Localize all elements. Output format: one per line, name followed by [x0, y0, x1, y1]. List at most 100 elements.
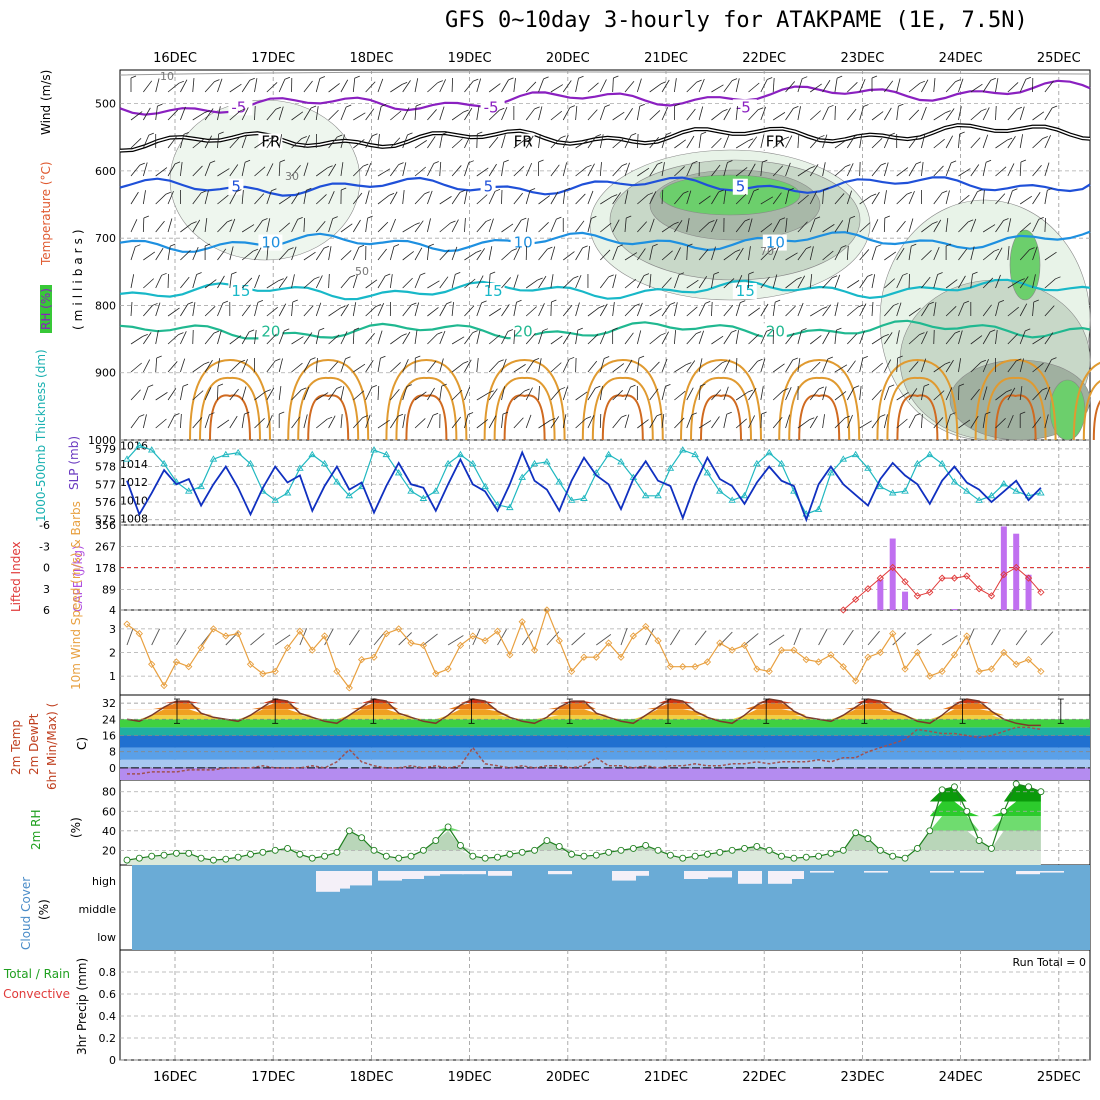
date-label-bottom: 19DEC	[448, 1070, 492, 1085]
wind-barb	[698, 276, 708, 289]
wind-barb-flag	[845, 164, 851, 168]
wind-barb	[550, 191, 559, 205]
wind-barb-flag	[244, 159, 251, 163]
wind-barb	[797, 78, 803, 93]
wind-barb-flag	[196, 272, 202, 275]
wind-barb	[291, 362, 303, 373]
slp-point	[888, 489, 897, 496]
wind-barb	[982, 277, 994, 289]
wind-barb	[1032, 192, 1041, 205]
slp-point	[1037, 489, 1045, 496]
wind-barb	[180, 331, 187, 345]
wind-barb	[217, 330, 222, 345]
wind-barb	[402, 224, 415, 233]
wind-barb	[686, 163, 693, 177]
wind-barb-flag	[954, 330, 961, 334]
wind-barb-flag	[381, 103, 387, 107]
wind-barb-flag	[853, 385, 860, 389]
wind-barb	[847, 306, 859, 317]
boundary-layer-contour	[209, 394, 251, 441]
wind-barb	[439, 106, 445, 121]
wind-barb-flag	[818, 386, 825, 390]
wind-barb	[785, 305, 796, 317]
wind-tick: 1	[109, 670, 116, 683]
wind-barb	[390, 362, 401, 373]
wind-barb	[402, 331, 411, 345]
wind-barb-flag	[1019, 278, 1025, 281]
wind-barb	[834, 274, 841, 289]
wind-barb	[414, 418, 426, 429]
rh-fill	[127, 816, 1041, 831]
wind-barb	[254, 247, 262, 261]
ylabel-cape: CAPE (J/kg)	[71, 545, 85, 612]
wind-barb	[217, 78, 223, 93]
wind-barb	[204, 218, 208, 233]
wind-barb-flag	[831, 275, 838, 279]
wind-barb	[451, 192, 461, 205]
wind-barb	[155, 330, 159, 345]
wind-barb	[538, 248, 548, 261]
wind-barb	[377, 221, 389, 233]
wind-barb	[624, 190, 629, 205]
wind-barb	[167, 334, 179, 345]
isotherm-label-bg	[510, 234, 535, 251]
wind-barb	[884, 107, 892, 121]
rh-point	[876, 846, 884, 854]
wind-barb-flag	[761, 411, 767, 415]
wind-barb	[834, 364, 848, 373]
wind-barb	[180, 358, 186, 373]
wind-barb-10m	[398, 632, 412, 646]
wind-barb-flag	[678, 272, 685, 276]
boundary-layer-contour	[700, 394, 742, 441]
cape-bar	[902, 591, 909, 610]
wind-barb	[649, 191, 657, 205]
wind-barb	[982, 107, 990, 121]
date-label-bottom: 18DEC	[349, 1070, 393, 1085]
wind-barb	[1007, 387, 1016, 401]
wind-barb	[525, 279, 538, 289]
wind-barb	[427, 163, 435, 177]
wind-barb	[933, 112, 946, 121]
rh-point	[518, 848, 526, 856]
wind-barb	[846, 414, 853, 429]
wind-barb	[204, 414, 210, 429]
wind-speed-point	[963, 632, 971, 640]
wind-barb	[365, 190, 370, 205]
rh-point	[457, 842, 464, 849]
pressure-tick: 700	[95, 232, 116, 245]
ylabel-minmax: 6hr Min/Max) (	[45, 703, 59, 790]
rh-point	[913, 844, 921, 852]
wind-barb	[525, 306, 537, 317]
isotherm-label: 20	[766, 322, 785, 340]
wind-barb	[192, 165, 203, 177]
wind-barb-flag	[415, 103, 422, 107]
temp-line	[126, 698, 1041, 727]
wind-barb	[365, 135, 373, 149]
wind-barb	[810, 308, 823, 317]
wind-barb	[834, 330, 837, 345]
wind-barb-10m	[447, 635, 464, 646]
wind-barb	[402, 277, 413, 289]
wind-barb	[353, 417, 363, 429]
wind-barb	[748, 361, 758, 373]
lifted-index-point	[1012, 563, 1020, 572]
wind-barb	[649, 361, 660, 373]
wind-barb	[167, 361, 178, 373]
wind-barb	[760, 413, 762, 429]
wind-barb	[945, 279, 958, 289]
wind-barb	[402, 386, 408, 401]
wind-barb	[525, 108, 535, 121]
wind-barb	[1044, 190, 1048, 205]
wind-barb	[686, 108, 696, 121]
wind-barb	[649, 110, 661, 121]
slp-point	[481, 482, 489, 490]
cape-bar	[1013, 533, 1020, 610]
wind-barb	[772, 112, 786, 121]
slp-point	[777, 459, 786, 467]
wind-barb	[587, 82, 599, 93]
wind-barb-flag	[980, 359, 987, 363]
wind-barb	[303, 359, 311, 373]
wind-barb	[315, 418, 328, 429]
wind-barb	[908, 246, 912, 261]
slp-point	[703, 469, 712, 476]
